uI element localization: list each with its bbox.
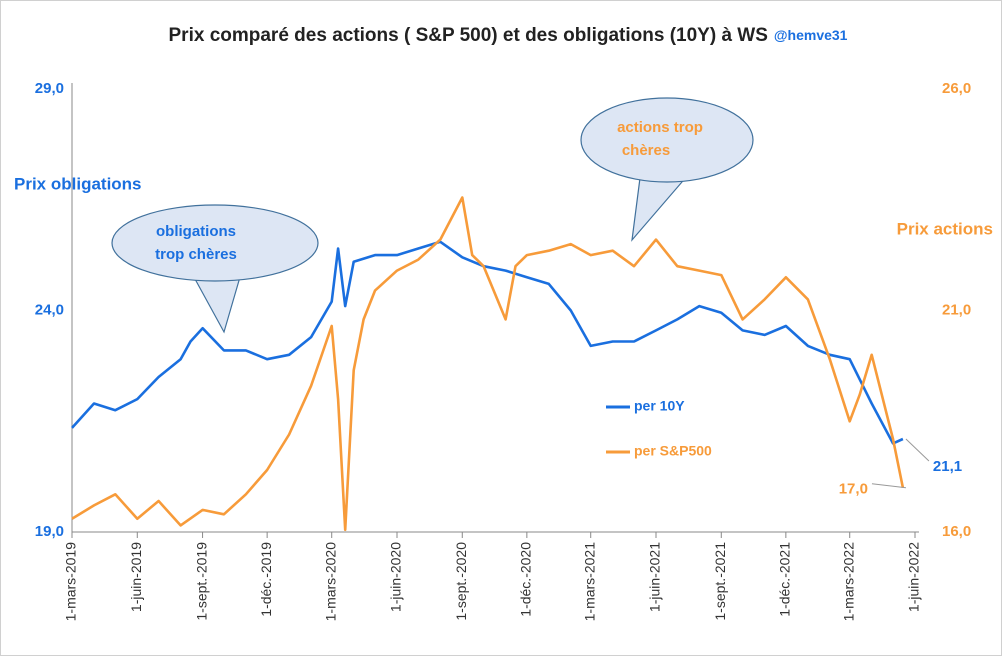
x-tick-label: 1-mars-2020 xyxy=(322,542,338,622)
y2-tick-label: 21,0 xyxy=(942,301,971,318)
annotation-line: actions trop xyxy=(617,119,703,136)
x-tick-label: 1-sept.-2019 xyxy=(193,542,209,621)
x-tick-label: 1-déc.-2021 xyxy=(777,542,793,617)
label-leader xyxy=(871,483,906,489)
x-tick-label: 1-déc.-2019 xyxy=(258,542,274,617)
data-label: 17,0 xyxy=(839,481,868,498)
legend-label: per 10Y xyxy=(634,398,685,414)
series-line xyxy=(71,196,905,532)
x-tick-label: 1-sept.-2020 xyxy=(453,542,469,621)
y-tick-label: 24,0 xyxy=(35,301,64,318)
annotation-line: chères xyxy=(622,142,670,159)
x-tick-label: 1-déc.-2020 xyxy=(518,542,534,617)
x-tick-label: 1-mars-2021 xyxy=(581,542,597,622)
callout-bubble xyxy=(580,97,754,183)
credit: @hemve31 xyxy=(774,27,848,43)
callout-bubble xyxy=(111,204,319,282)
data-label: 21,1 xyxy=(933,458,962,475)
x-tick-label: 1-mars-2022 xyxy=(840,542,856,622)
y-tick-label: 29,0 xyxy=(35,80,64,97)
y2-tick-label: 26,0 xyxy=(942,80,971,97)
annotation-line: obligations xyxy=(156,223,236,240)
chart-title: Prix comparé des actions ( S&P 500) et d… xyxy=(169,25,848,46)
y2-axis-label: Prix actions xyxy=(897,219,993,238)
x-tick-label: 1-juin-2021 xyxy=(647,542,663,612)
x-tick-label: 1-juin-2019 xyxy=(128,542,144,612)
x-tick-label: 1-mars-2019 xyxy=(63,542,79,622)
legend-label: per S&P500 xyxy=(634,443,712,459)
x-tick-label: 1-juin-2020 xyxy=(388,542,404,612)
y-axis-label: Prix obligations xyxy=(14,174,142,193)
label-leader xyxy=(905,438,930,462)
annotation-line: trop chères xyxy=(155,246,237,263)
series-line xyxy=(71,240,904,445)
x-tick-label: 1-juin-2022 xyxy=(906,542,922,612)
x-tick-label: 1-sept.-2021 xyxy=(712,542,728,621)
y2-tick-label: 16,0 xyxy=(942,523,971,540)
title-text: Prix comparé des actions ( S&P 500) et d… xyxy=(169,25,768,46)
y-tick-label: 19,0 xyxy=(35,523,64,540)
